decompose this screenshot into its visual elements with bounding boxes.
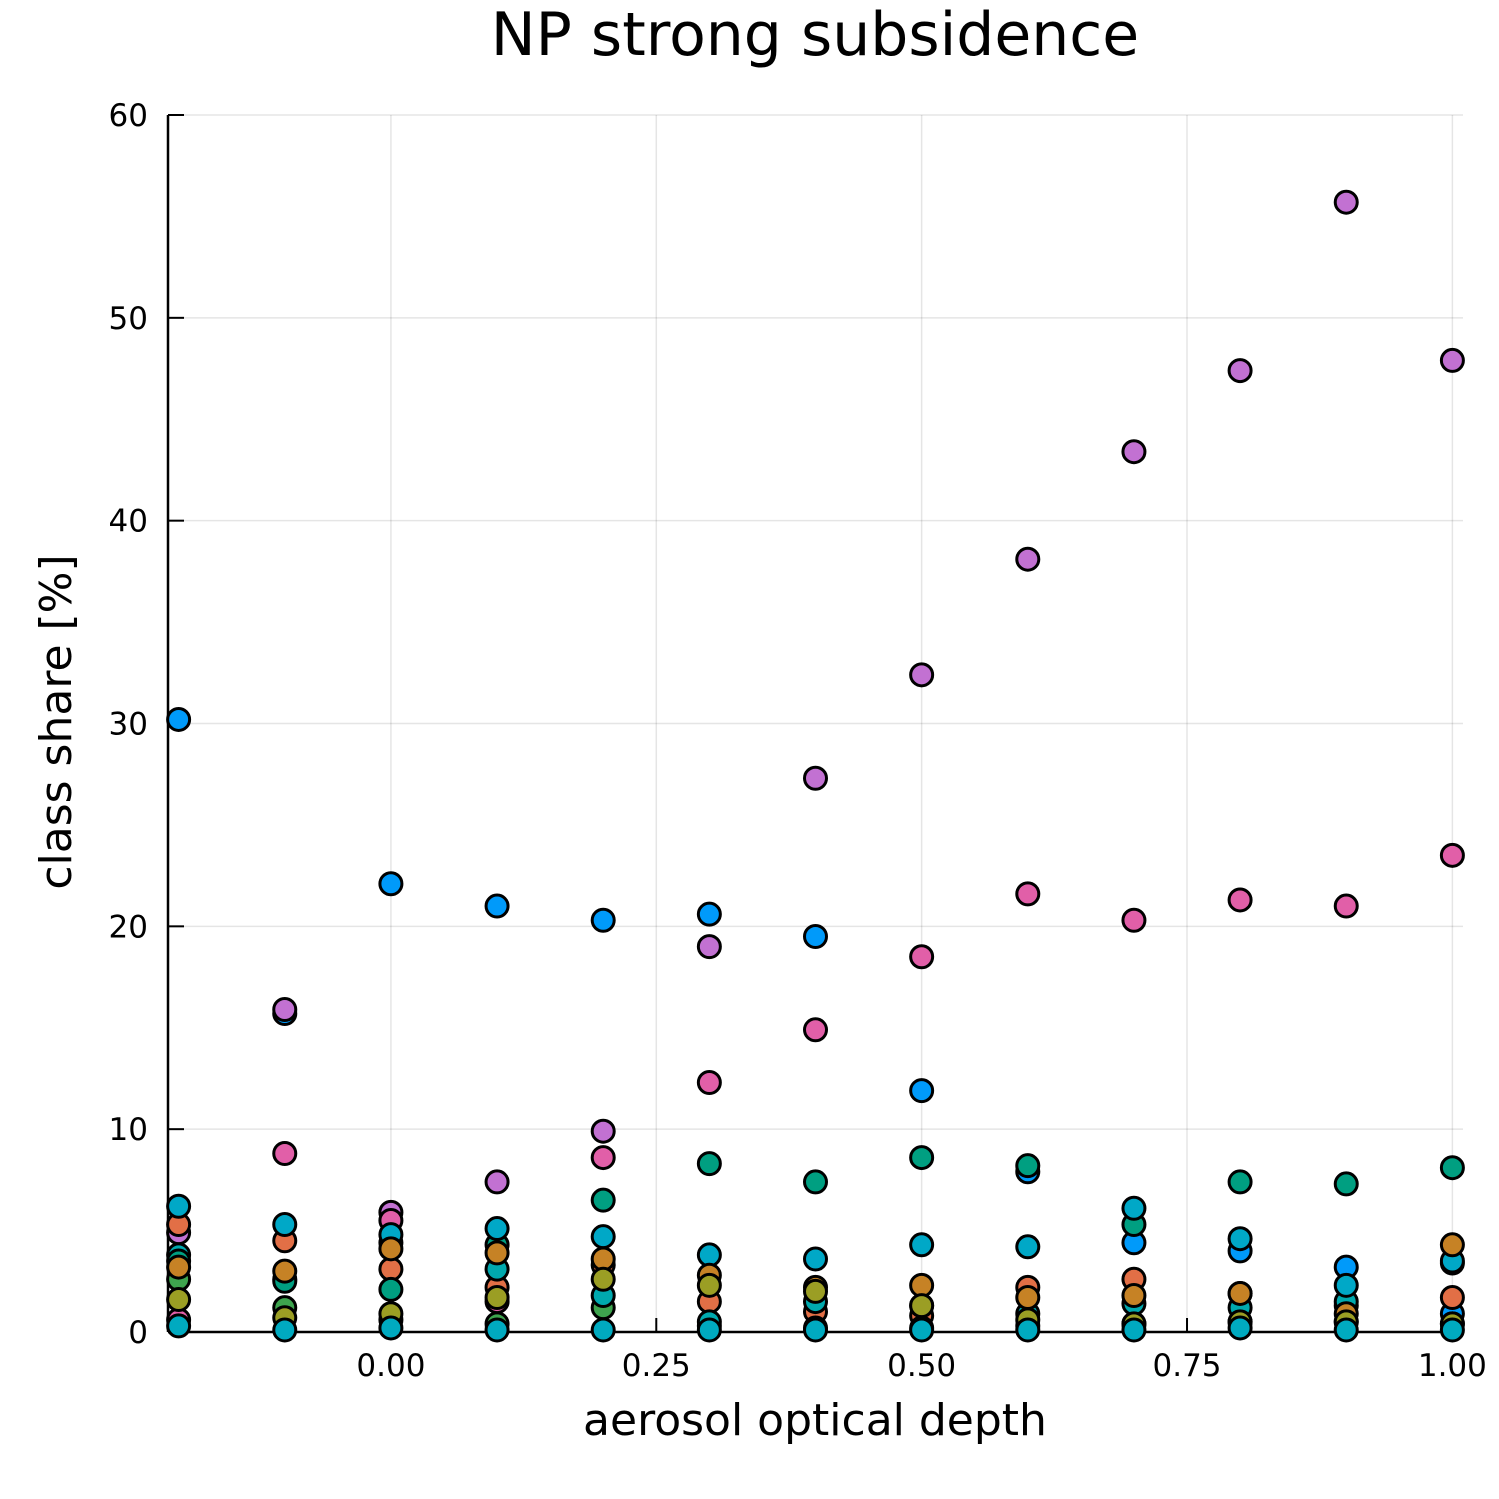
data-point <box>696 1242 722 1268</box>
data-point <box>272 1211 298 1237</box>
data-point <box>484 1317 510 1343</box>
data-point <box>909 1145 935 1171</box>
data-point <box>803 1317 828 1343</box>
data-point <box>272 1141 298 1167</box>
data-point <box>590 1317 616 1343</box>
data-point <box>590 1224 616 1250</box>
data-point <box>909 662 935 688</box>
data-point <box>803 765 828 791</box>
data-point <box>696 1317 722 1343</box>
data-point <box>378 1236 404 1262</box>
x-tick-label: 0.00 <box>356 1348 425 1384</box>
data-point <box>909 1078 935 1104</box>
data-point <box>1121 907 1147 933</box>
data-point <box>378 1276 404 1302</box>
data-point <box>484 1240 510 1266</box>
data-point <box>803 1017 828 1043</box>
data-point <box>696 1070 722 1096</box>
data-point <box>1333 1272 1359 1298</box>
data-point <box>1439 1285 1465 1311</box>
data-point <box>1121 1195 1147 1221</box>
data-point <box>1121 1317 1147 1343</box>
data-point <box>1333 893 1359 919</box>
data-point <box>166 706 192 732</box>
data-point <box>1015 1317 1041 1343</box>
data-point <box>590 1145 616 1171</box>
data-point <box>166 1193 192 1219</box>
data-point <box>1439 1317 1465 1343</box>
data-point <box>1015 1285 1041 1311</box>
data-point <box>272 996 298 1022</box>
data-point <box>590 1246 616 1272</box>
tick-labels: 0.00 0.25 0.50 0.75 1.00 0 10 20 30 40 50 60 <box>109 98 1487 1384</box>
data-point <box>1333 1171 1359 1197</box>
y-tick-label: 10 <box>109 1112 148 1148</box>
data-point <box>166 1254 192 1280</box>
data-point <box>378 1256 404 1282</box>
x-tick-label: 0.25 <box>622 1348 691 1384</box>
data-point <box>696 934 722 960</box>
y-axis-label: class share [%] <box>31 554 82 889</box>
data-point <box>909 944 935 970</box>
data-point <box>1439 1232 1465 1258</box>
data-point <box>1227 1226 1253 1252</box>
x-axis-label: aerosol optical depth <box>583 1395 1047 1446</box>
data-point <box>1121 439 1147 465</box>
data-point <box>166 1287 192 1313</box>
data-point <box>590 1118 616 1144</box>
data-point <box>1121 1282 1147 1308</box>
data-point <box>1227 1280 1253 1306</box>
data-point <box>1227 1169 1253 1195</box>
data-point <box>590 1266 616 1292</box>
data-point <box>696 901 722 927</box>
data-point <box>803 1246 828 1272</box>
data-point <box>484 1216 510 1242</box>
data-point <box>803 1169 828 1195</box>
data-point <box>1439 842 1465 868</box>
data-points <box>166 189 1465 1343</box>
data-point <box>1439 347 1465 373</box>
y-tick-label: 60 <box>109 98 148 134</box>
data-point <box>484 1285 510 1311</box>
data-point <box>909 1232 935 1258</box>
data-point <box>1015 1234 1041 1260</box>
data-point <box>803 1278 828 1304</box>
data-point <box>696 1151 722 1177</box>
data-point <box>484 1169 510 1195</box>
x-tick-label: 0.50 <box>887 1348 956 1384</box>
x-tick-label: 1.00 <box>1418 1348 1487 1384</box>
data-point <box>378 1315 404 1341</box>
data-point <box>803 923 828 949</box>
y-tick-label: 30 <box>109 707 148 743</box>
data-point <box>1227 1315 1253 1341</box>
data-point <box>1333 189 1359 215</box>
data-point <box>484 893 510 919</box>
data-point <box>1015 546 1041 572</box>
data-point <box>590 907 616 933</box>
data-point <box>272 1317 298 1343</box>
y-tick-label: 40 <box>109 504 148 540</box>
data-point <box>272 1258 298 1284</box>
data-point <box>1227 887 1253 913</box>
data-point <box>1333 1317 1359 1343</box>
data-point <box>909 1272 935 1298</box>
data-point <box>1227 358 1253 384</box>
y-tick-label: 50 <box>109 301 148 337</box>
y-tick-label: 0 <box>128 1315 148 1351</box>
data-point <box>1015 881 1041 907</box>
chart-title: NP strong subsidence <box>491 0 1139 70</box>
data-point <box>909 1317 935 1343</box>
data-point <box>378 871 404 897</box>
x-tick-label: 0.75 <box>1153 1348 1222 1384</box>
data-point <box>1439 1155 1465 1181</box>
y-tick-label: 20 <box>109 909 148 945</box>
data-point <box>166 1313 192 1339</box>
data-point <box>1015 1153 1041 1179</box>
data-point <box>696 1272 722 1298</box>
data-point <box>909 1293 935 1319</box>
data-point <box>590 1187 616 1213</box>
